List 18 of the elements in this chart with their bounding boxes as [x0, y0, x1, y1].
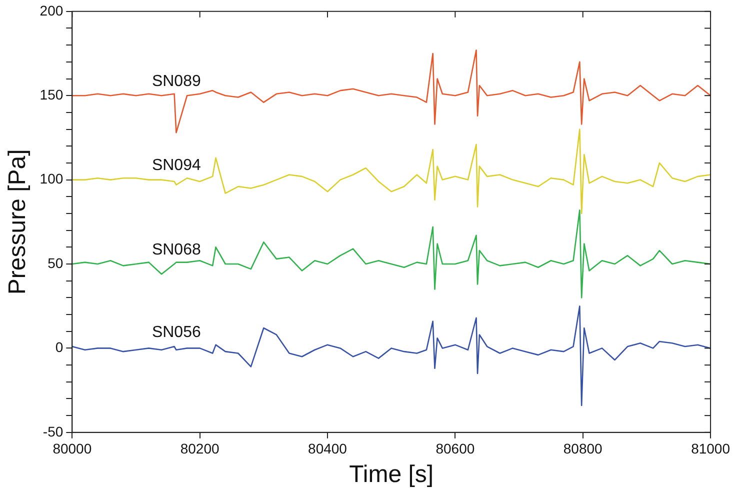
series-label: SN094 — [152, 157, 201, 174]
x-tick-label: 81000 — [691, 440, 730, 457]
x-axis-title: Time [s] — [349, 461, 434, 488]
x-tick-label: 80400 — [308, 440, 348, 457]
x-tick-label: 80200 — [180, 440, 220, 457]
y-tick-label: 200 — [40, 2, 64, 18]
y-tick-label: 100 — [40, 170, 64, 187]
y-tick-label: 0 — [55, 339, 64, 356]
y-axis-title: Pressure [Pa] — [4, 149, 32, 295]
x-tick-label: 80800 — [563, 440, 603, 457]
y-tick-label: 150 — [40, 86, 64, 102]
series-label: SN089 — [152, 73, 201, 90]
series-label: SN056 — [152, 324, 201, 341]
y-tick-label: 50 — [48, 254, 64, 271]
series-label: SN068 — [152, 241, 201, 258]
x-tick-label: 80600 — [436, 440, 475, 457]
y-tick-label: -50 — [42, 423, 64, 440]
x-tick-label: 80000 — [52, 440, 92, 457]
